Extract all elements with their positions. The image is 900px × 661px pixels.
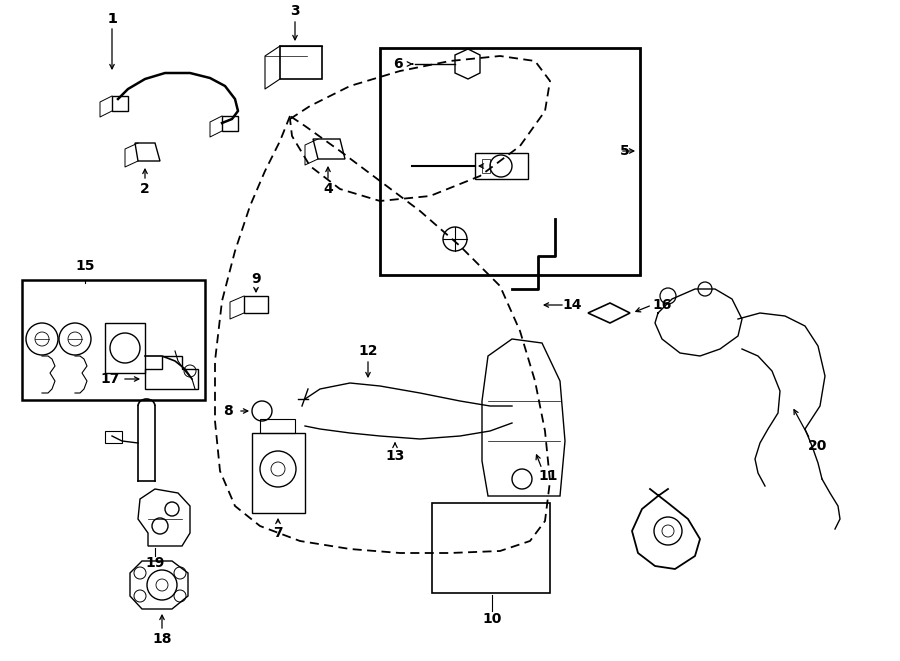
Text: 11: 11 [538, 469, 558, 483]
Text: 13: 13 [385, 449, 405, 463]
Text: 4: 4 [323, 182, 333, 196]
Text: 17: 17 [100, 372, 120, 386]
Text: 6: 6 [393, 57, 403, 71]
Text: 19: 19 [145, 556, 165, 570]
Text: 1: 1 [107, 12, 117, 26]
Text: 18: 18 [152, 632, 172, 646]
Text: 15: 15 [76, 259, 94, 273]
Text: 1: 1 [107, 12, 117, 26]
Text: 7: 7 [274, 526, 283, 540]
Text: 10: 10 [482, 612, 501, 626]
Text: 9: 9 [251, 272, 261, 286]
Text: 2: 2 [140, 182, 150, 196]
Text: 8: 8 [223, 404, 233, 418]
Text: 3: 3 [290, 4, 300, 18]
Text: 16: 16 [652, 298, 671, 312]
Text: 5: 5 [620, 144, 630, 158]
Text: 20: 20 [808, 439, 828, 453]
Text: 14: 14 [562, 298, 581, 312]
Text: 12: 12 [358, 344, 378, 358]
